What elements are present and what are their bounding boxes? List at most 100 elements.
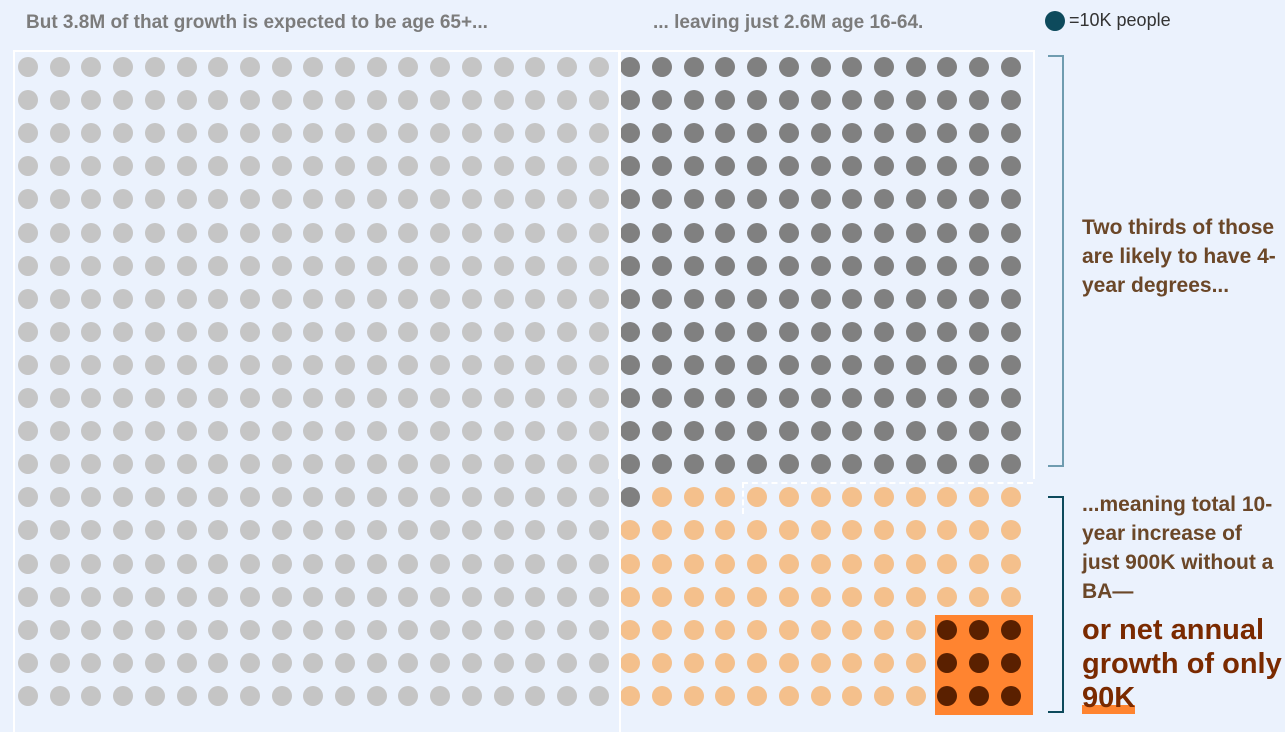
dot-age-16-64-degree — [842, 57, 862, 77]
dot-age-65-plus — [557, 289, 577, 309]
dot-age-65-plus — [462, 487, 482, 507]
dot-age-65-plus — [525, 223, 545, 243]
note-top: Two thirds of those are likely to have 4… — [1082, 216, 1276, 297]
dot-age-16-64-degree — [842, 355, 862, 375]
dot-age-65-plus — [494, 289, 514, 309]
dot-age-65-plus — [303, 653, 323, 673]
dot-age-16-64-degree — [779, 454, 799, 474]
dot-age-65-plus — [589, 322, 609, 342]
dot-age-16-64-degree — [811, 322, 831, 342]
dot-age-65-plus — [589, 256, 609, 276]
dot-annual-no-ba — [969, 686, 989, 706]
dot-age-65-plus — [589, 686, 609, 706]
dot-age-65-plus — [430, 90, 450, 110]
dot-age-65-plus — [18, 554, 38, 574]
note-bottom: ...meaning total 10-year increase of jus… — [1082, 493, 1274, 603]
dot-age-16-64-no-ba — [811, 686, 831, 706]
dot-age-65-plus — [240, 156, 260, 176]
dot-age-16-64-degree — [620, 123, 640, 143]
dot-age-65-plus — [367, 223, 387, 243]
dot-age-65-plus — [303, 57, 323, 77]
dot-age-65-plus — [494, 388, 514, 408]
dot-age-16-64-degree — [747, 256, 767, 276]
dot-age-65-plus — [430, 653, 450, 673]
dot-age-65-plus — [525, 156, 545, 176]
dot-age-65-plus — [557, 256, 577, 276]
dot-age-16-64-degree — [747, 57, 767, 77]
dot-age-65-plus — [50, 189, 70, 209]
dot-age-65-plus — [589, 554, 609, 574]
dot-age-16-64-no-ba — [906, 653, 926, 673]
dot-age-65-plus — [272, 223, 292, 243]
dot-age-65-plus — [81, 223, 101, 243]
dot-age-65-plus — [367, 57, 387, 77]
dot-age-65-plus — [50, 487, 70, 507]
dot-age-16-64-no-ba — [779, 686, 799, 706]
dot-age-16-64-degree — [779, 123, 799, 143]
dot-age-16-64-no-ba — [874, 686, 894, 706]
dot-age-65-plus — [589, 90, 609, 110]
dot-age-65-plus — [50, 587, 70, 607]
dot-age-65-plus — [18, 520, 38, 540]
dot-age-65-plus — [398, 520, 418, 540]
dot-age-16-64-no-ba — [906, 620, 926, 640]
dot-age-65-plus — [367, 421, 387, 441]
dot-age-16-64-no-ba — [906, 587, 926, 607]
dot-age-16-64-degree — [811, 355, 831, 375]
dot-age-65-plus — [50, 554, 70, 574]
dot-age-65-plus — [145, 454, 165, 474]
dot-annual-no-ba — [937, 653, 957, 673]
dot-age-65-plus — [113, 686, 133, 706]
dot-age-65-plus — [462, 520, 482, 540]
dot-age-65-plus — [462, 156, 482, 176]
dot-age-16-64-degree — [779, 388, 799, 408]
dot-age-16-64-no-ba — [874, 520, 894, 540]
dot-age-16-64-no-ba — [715, 554, 735, 574]
dot-age-16-64-no-ba — [715, 620, 735, 640]
dot-age-16-64-degree — [874, 388, 894, 408]
dot-age-65-plus — [18, 686, 38, 706]
bracket-bottom — [1048, 496, 1064, 713]
dot-age-65-plus — [272, 554, 292, 574]
dot-age-16-64-degree — [842, 421, 862, 441]
dot-age-65-plus — [208, 388, 228, 408]
note-annual-growth: or net annual growth of only 90K — [1082, 613, 1285, 715]
dot-age-65-plus — [113, 156, 133, 176]
dot-age-65-plus — [113, 620, 133, 640]
dot-age-65-plus — [367, 520, 387, 540]
dot-age-16-64-no-ba — [874, 587, 894, 607]
dot-age-65-plus — [18, 454, 38, 474]
dot-age-16-64-degree — [620, 90, 640, 110]
dot-age-16-64-no-ba — [779, 487, 799, 507]
dot-age-65-plus — [113, 57, 133, 77]
dot-annual-no-ba — [969, 653, 989, 673]
dot-age-16-64-degree — [652, 388, 672, 408]
dot-age-65-plus — [303, 520, 323, 540]
dot-age-16-64-no-ba — [811, 620, 831, 640]
dot-age-16-64-degree — [715, 57, 735, 77]
dot-age-65-plus — [525, 90, 545, 110]
dot-age-65-plus — [303, 686, 323, 706]
degree-holders-outline — [618, 50, 1035, 479]
dot-age-65-plus — [272, 289, 292, 309]
dot-age-65-plus — [494, 421, 514, 441]
header-left-text: But 3.8M of that growth is expected to b… — [26, 12, 488, 33]
dot-age-65-plus — [557, 454, 577, 474]
dot-age-65-plus — [462, 223, 482, 243]
dot-annual-no-ba — [1001, 686, 1021, 706]
dashed-boundary — [742, 482, 1033, 514]
dot-age-16-64-degree — [842, 90, 862, 110]
dot-age-65-plus — [177, 421, 197, 441]
dot-age-65-plus — [525, 620, 545, 640]
dot-age-16-64-degree — [874, 123, 894, 143]
dot-age-16-64-degree — [906, 355, 926, 375]
dot-age-65-plus — [398, 57, 418, 77]
dot-age-16-64-degree — [874, 90, 894, 110]
dot-age-65-plus — [303, 554, 323, 574]
dot-age-65-plus — [430, 620, 450, 640]
dot-age-16-64-no-ba — [779, 520, 799, 540]
dot-age-65-plus — [398, 289, 418, 309]
dot-age-65-plus — [430, 421, 450, 441]
dot-age-65-plus — [589, 355, 609, 375]
dot-age-16-64-no-ba — [874, 554, 894, 574]
